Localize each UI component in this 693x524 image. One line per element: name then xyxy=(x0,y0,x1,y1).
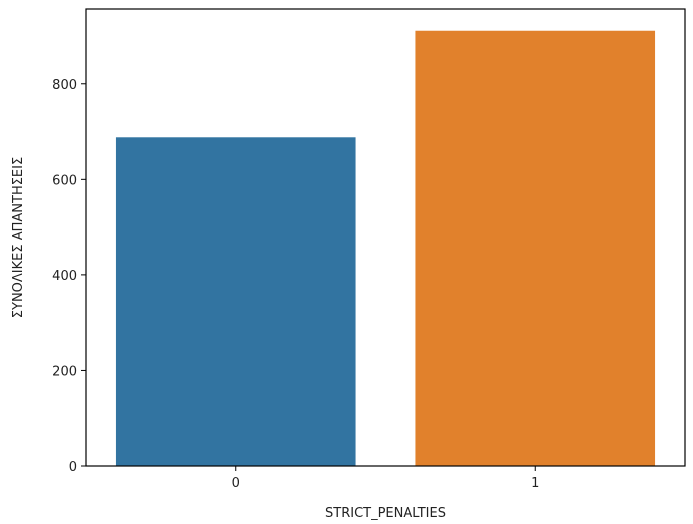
y-tick-label-600: 600 xyxy=(52,173,77,188)
y-axis-ticks: 0 200 400 600 800 xyxy=(52,78,86,475)
bars-layer xyxy=(115,30,656,466)
y-tick-label-800: 800 xyxy=(52,78,77,93)
bar-0 xyxy=(115,137,356,466)
y-tick-label-0: 0 xyxy=(69,460,77,475)
bar-1 xyxy=(415,30,656,466)
y-tick-label-400: 400 xyxy=(52,269,77,284)
y-axis-label: ΣΥΝΟΛΙΚΕΣ ΑΠΑΝΤΗΣΕΙΣ xyxy=(11,157,26,318)
y-tick-label-200: 200 xyxy=(52,364,77,379)
x-tick-label-0: 0 xyxy=(232,476,240,491)
x-axis-label: STRICT_PENALTIES xyxy=(325,506,446,521)
plot-frame xyxy=(85,8,686,467)
x-tick-label-1: 1 xyxy=(531,476,539,491)
